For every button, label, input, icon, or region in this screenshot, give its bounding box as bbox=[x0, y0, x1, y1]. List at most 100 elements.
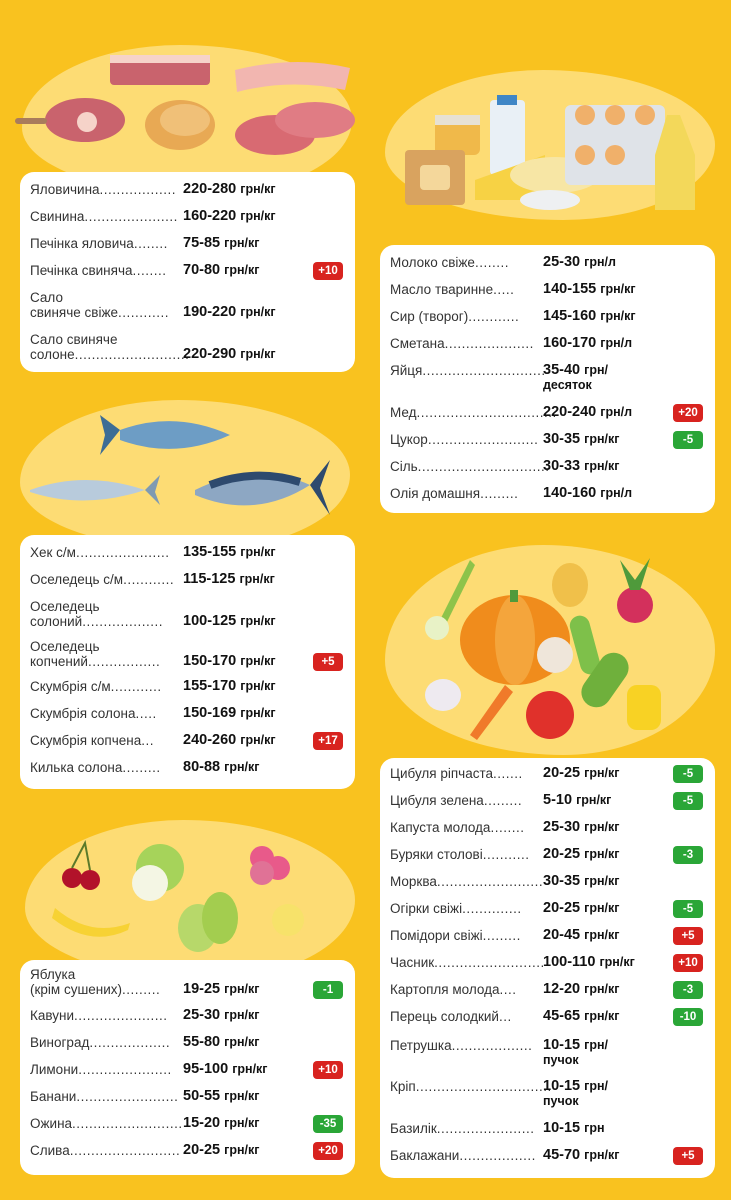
product-name-line: (крім сушених)......... bbox=[30, 982, 180, 997]
dot-leader: ........ bbox=[132, 263, 167, 278]
price-unit: грн/ bbox=[584, 363, 608, 377]
product-name: Яйця............................. bbox=[390, 363, 545, 378]
price-range: 145-160 bbox=[543, 308, 597, 324]
price-range: 25-30 bbox=[543, 254, 581, 270]
product-name-text: Сіль bbox=[390, 459, 418, 474]
dot-leader: ................................ bbox=[415, 1079, 552, 1094]
price-value: 75-85 грн/кг bbox=[183, 236, 259, 251]
product-name: Оселедець с/м............ bbox=[30, 572, 180, 587]
price-value: 19-25 грн/кг bbox=[183, 982, 259, 997]
meat-icon bbox=[15, 55, 355, 155]
product-name-text: Перець солодкий bbox=[390, 1009, 499, 1024]
product-name-text: Молоко свіже bbox=[390, 255, 475, 270]
price-change-badge: +10 bbox=[313, 262, 343, 280]
price-range: 30-33 bbox=[543, 458, 581, 474]
price-range: 25-30 bbox=[183, 1007, 221, 1023]
price-range: 115-125 bbox=[183, 571, 236, 587]
price-range: 12-20 bbox=[543, 981, 581, 997]
price-range: 140-160 bbox=[543, 485, 597, 501]
fruits-icon bbox=[52, 839, 304, 952]
product-name: Скумбрія солона..... bbox=[30, 706, 180, 721]
product-name-text: Часник bbox=[390, 955, 435, 970]
product-name-text: Свинина bbox=[30, 209, 85, 224]
dot-leader: ......... bbox=[482, 928, 521, 943]
price-value: 10-15 грн/пучок bbox=[543, 1079, 608, 1109]
product-name: Оселедець солоний................... bbox=[30, 599, 180, 629]
dot-leader: .......................... bbox=[427, 432, 539, 447]
price-change-badge: -3 bbox=[673, 846, 703, 864]
price-unit: грн/кг bbox=[584, 901, 620, 915]
price-change-badge: +5 bbox=[673, 1147, 703, 1165]
price-range: 220-290 bbox=[183, 346, 237, 362]
price-unit: грн/ bbox=[584, 1079, 608, 1093]
dot-leader: .............. bbox=[462, 901, 522, 916]
product-name: Хек с/м...................... bbox=[30, 545, 180, 560]
price-value: 150-170 грн/кг bbox=[183, 654, 276, 669]
price-unit: грн/кг bbox=[240, 679, 276, 693]
dot-leader: ............ bbox=[468, 309, 520, 324]
price-range: 20-25 bbox=[183, 1142, 221, 1158]
product-name: Килька солона......... bbox=[30, 760, 180, 775]
price-unit: грн/кг bbox=[240, 614, 276, 628]
dot-leader: ................... bbox=[451, 1038, 533, 1053]
price-unit: грн/кг bbox=[240, 347, 276, 361]
price-range: 190-220 bbox=[183, 304, 237, 320]
price-range: 240-260 bbox=[183, 732, 237, 748]
dot-leader: .......................... bbox=[434, 955, 545, 970]
price-value: 30-35 грн/кг bbox=[543, 432, 619, 447]
dot-leader: ................... bbox=[89, 1035, 171, 1050]
product-name-text: Олія домашня bbox=[390, 486, 481, 501]
price-range: 30-35 bbox=[543, 431, 581, 447]
product-name-text: Буряки столові bbox=[390, 847, 483, 862]
price-change-badge: +17 bbox=[313, 732, 343, 750]
product-name-text: Яйця bbox=[390, 363, 423, 378]
dot-leader: .................. bbox=[459, 1148, 536, 1163]
price-unit: грн/кг bbox=[584, 982, 620, 996]
price-value: 25-30 грн/кг bbox=[183, 1008, 259, 1023]
product-name: Огірки свіжі.............. bbox=[390, 901, 540, 916]
product-name-text: Скумбрія солона bbox=[30, 706, 136, 721]
product-name: Петрушка................... bbox=[390, 1038, 540, 1053]
fruits-price-card: Яблука (крім сушених)......... 19-25 грн/к… bbox=[20, 960, 355, 1175]
price-range: 70-80 bbox=[183, 262, 221, 278]
price-unit: грн/кг bbox=[240, 733, 276, 747]
product-name-text: Ожина bbox=[30, 1116, 73, 1131]
product-name-line: копчений bbox=[30, 654, 88, 669]
price-range: 30-35 bbox=[543, 873, 581, 889]
price-unit: грн/л bbox=[600, 486, 633, 500]
price-value: 70-80 грн/кг bbox=[183, 263, 259, 278]
product-name: Виноград................... bbox=[30, 1035, 180, 1050]
price-unit: грн/кг bbox=[600, 309, 636, 323]
dot-leader: ............ bbox=[123, 572, 175, 587]
price-value: 20-25 грн/кг bbox=[543, 766, 619, 781]
dot-leader: ........ bbox=[133, 236, 168, 251]
dot-leader: .......................... bbox=[72, 1116, 183, 1131]
price-value: 190-220 грн/кг bbox=[183, 305, 276, 320]
product-name-line: солоний bbox=[30, 614, 83, 629]
price-unit: грн/кг bbox=[584, 847, 620, 861]
dot-leader: ..... bbox=[493, 282, 515, 297]
price-unit: грн/кг bbox=[240, 209, 276, 223]
dot-leader: ........ bbox=[474, 255, 509, 270]
price-value: 10-15 грн/пучок bbox=[543, 1038, 608, 1068]
price-value: 30-35 грн/кг bbox=[543, 874, 619, 889]
price-unit: грн/л bbox=[584, 255, 616, 269]
price-value: 160-220 грн/кг bbox=[183, 209, 276, 224]
fish-icon bbox=[30, 415, 330, 515]
product-name: Яблука (крім сушених)......... bbox=[30, 967, 180, 997]
product-name: Кріп................................ bbox=[390, 1079, 551, 1094]
dot-leader: ............ bbox=[110, 679, 162, 694]
dot-leader: ..................... bbox=[444, 336, 534, 351]
product-name-text: Оселедець с/м bbox=[30, 572, 124, 587]
price-range: 45-70 bbox=[543, 1147, 581, 1163]
price-range: 15-20 bbox=[183, 1115, 221, 1131]
price-value: 55-80 грн/кг bbox=[183, 1035, 259, 1050]
price-unit: грн/кг bbox=[224, 982, 260, 996]
product-name: Сметана..................... bbox=[390, 336, 540, 351]
dairy-icon bbox=[405, 95, 695, 210]
price-change-badge: -5 bbox=[673, 431, 703, 449]
price-range: 20-45 bbox=[543, 927, 581, 943]
dot-leader: ......................... bbox=[436, 874, 544, 889]
dot-leader: ............ bbox=[117, 305, 169, 320]
price-range: 20-25 bbox=[543, 846, 581, 862]
